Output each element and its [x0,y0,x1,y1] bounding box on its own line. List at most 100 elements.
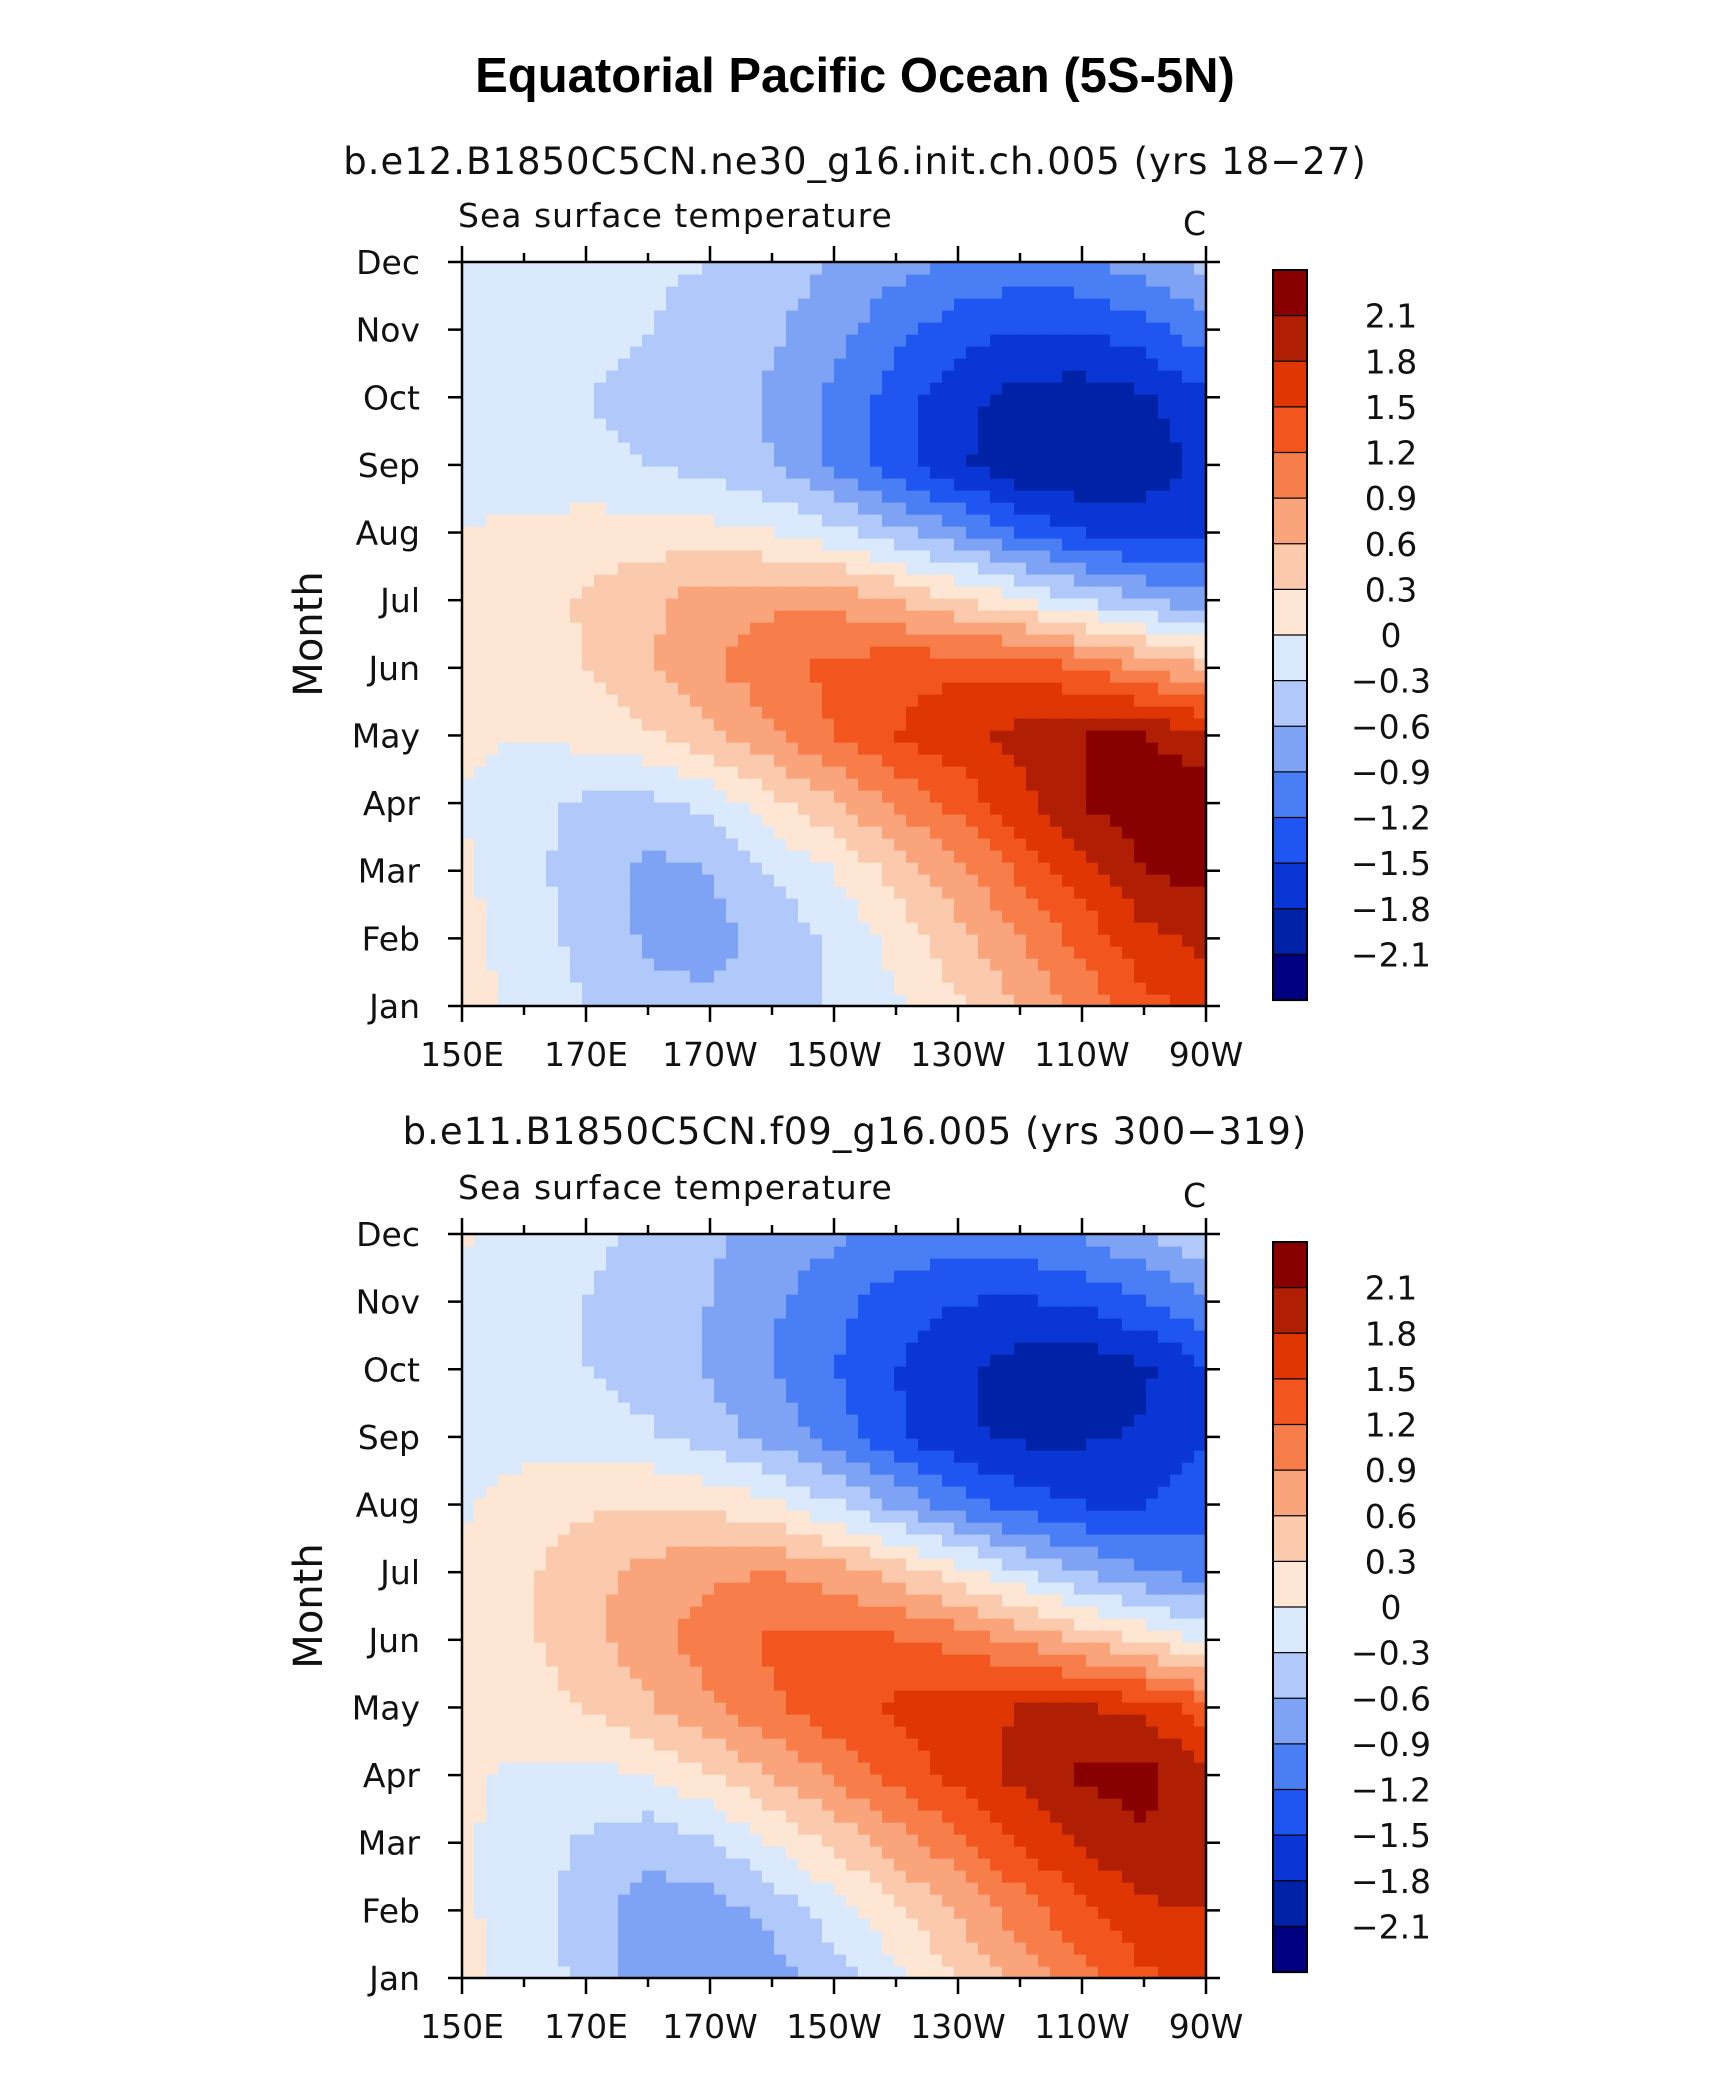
sst-cell [510,1918,523,1931]
sst-cell [918,454,931,467]
sst-cell [582,538,595,551]
sst-cell [714,790,727,803]
sst-cell [1134,814,1147,827]
sst-cell [1170,994,1183,1006]
sst-cell [618,1966,631,1978]
sst-cell [906,706,919,719]
sst-cell [798,1882,811,1895]
sst-cell [930,742,943,755]
sst-cell [894,382,907,395]
sst-cell [486,1834,499,1847]
sst-cell [486,454,499,467]
sst-cell [858,838,871,851]
sst-cell [1050,1822,1063,1835]
sst-cell [714,1882,727,1895]
sst-cell [714,730,727,743]
sst-cell [678,958,691,971]
sst-cell [894,1930,907,1943]
sst-cell [1158,406,1171,419]
sst-cell [1026,862,1039,875]
sst-cell [738,490,751,503]
sst-cell [966,634,979,647]
sst-cell [570,742,583,755]
sst-cell [954,1810,967,1823]
sst-cell [1074,1966,1087,1978]
sst-cell [1038,1798,1051,1811]
sst-cell [1074,406,1087,419]
sst-cell [798,610,811,623]
sst-cell [522,1786,535,1799]
sst-cell [1026,898,1039,911]
sst-cell [570,322,583,335]
sst-cell [738,814,751,827]
sst-cell [942,802,955,815]
sst-cell [762,490,775,503]
sst-cell [1182,346,1195,359]
sst-cell [906,622,919,635]
sst-cell [954,1966,967,1978]
sst-cell [1194,742,1206,755]
sst-cell [1014,982,1027,995]
sst-cell [942,1966,955,1978]
sst-cell [918,322,931,335]
sst-cell [582,658,595,671]
sst-cell [990,862,1003,875]
sst-cell [654,646,667,659]
sst-cell [1122,802,1135,815]
sst-cell [1050,346,1063,359]
sst-cell [1050,1870,1063,1883]
sst-cell [738,334,751,347]
sst-cell [750,874,763,887]
sst-cell [966,598,979,611]
sst-cell [1110,1954,1123,1967]
sst-cell [990,790,1003,803]
sst-cell [822,334,835,347]
sst-cell [1062,934,1075,947]
sst-cell [978,310,991,323]
sst-cell [630,574,643,587]
sst-cell [678,610,691,623]
sst-cell [990,586,1003,599]
sst-cell [930,1798,943,1811]
sst-cell [1134,1882,1147,1895]
sst-cell [1146,466,1159,479]
sst-cell [1050,382,1063,395]
sst-cell [1134,982,1147,995]
sst-cell [666,1810,679,1823]
sst-cell [990,526,1003,539]
sst-cell [606,1834,619,1847]
sst-cell [522,946,535,959]
sst-cell [1098,274,1111,287]
sst-cell [666,694,679,707]
sst-cell [510,454,523,467]
sst-cell [1002,346,1015,359]
sst-cell [546,958,559,971]
sst-cell [1014,1894,1027,1907]
sst-cell [1038,1882,1051,1895]
sst-cell [618,970,631,983]
sst-cell [990,1918,1003,1931]
sst-cell [654,1882,667,1895]
sst-cell [498,874,511,887]
sst-cell [858,310,871,323]
sst-cell [1170,934,1183,947]
sst-cell [1158,394,1171,407]
sst-cell [1002,502,1015,515]
sst-cell [690,934,703,947]
sst-cell [1050,838,1063,851]
sst-cell [918,370,931,383]
sst-cell [462,1906,475,1919]
sst-cell [750,1906,763,1919]
sst-cell [894,622,907,635]
sst-cell [798,778,811,791]
sst-cell [1074,1822,1087,1835]
sst-cell [1086,262,1099,275]
sst-cell [1026,1798,1039,1811]
sst-cell [966,958,979,971]
sst-cell [762,1858,775,1871]
sst-cell [678,370,691,383]
sst-cell [1002,1858,1015,1871]
sst-cell [1074,322,1087,335]
sst-cell [810,994,823,1006]
sst-cell [558,382,571,395]
